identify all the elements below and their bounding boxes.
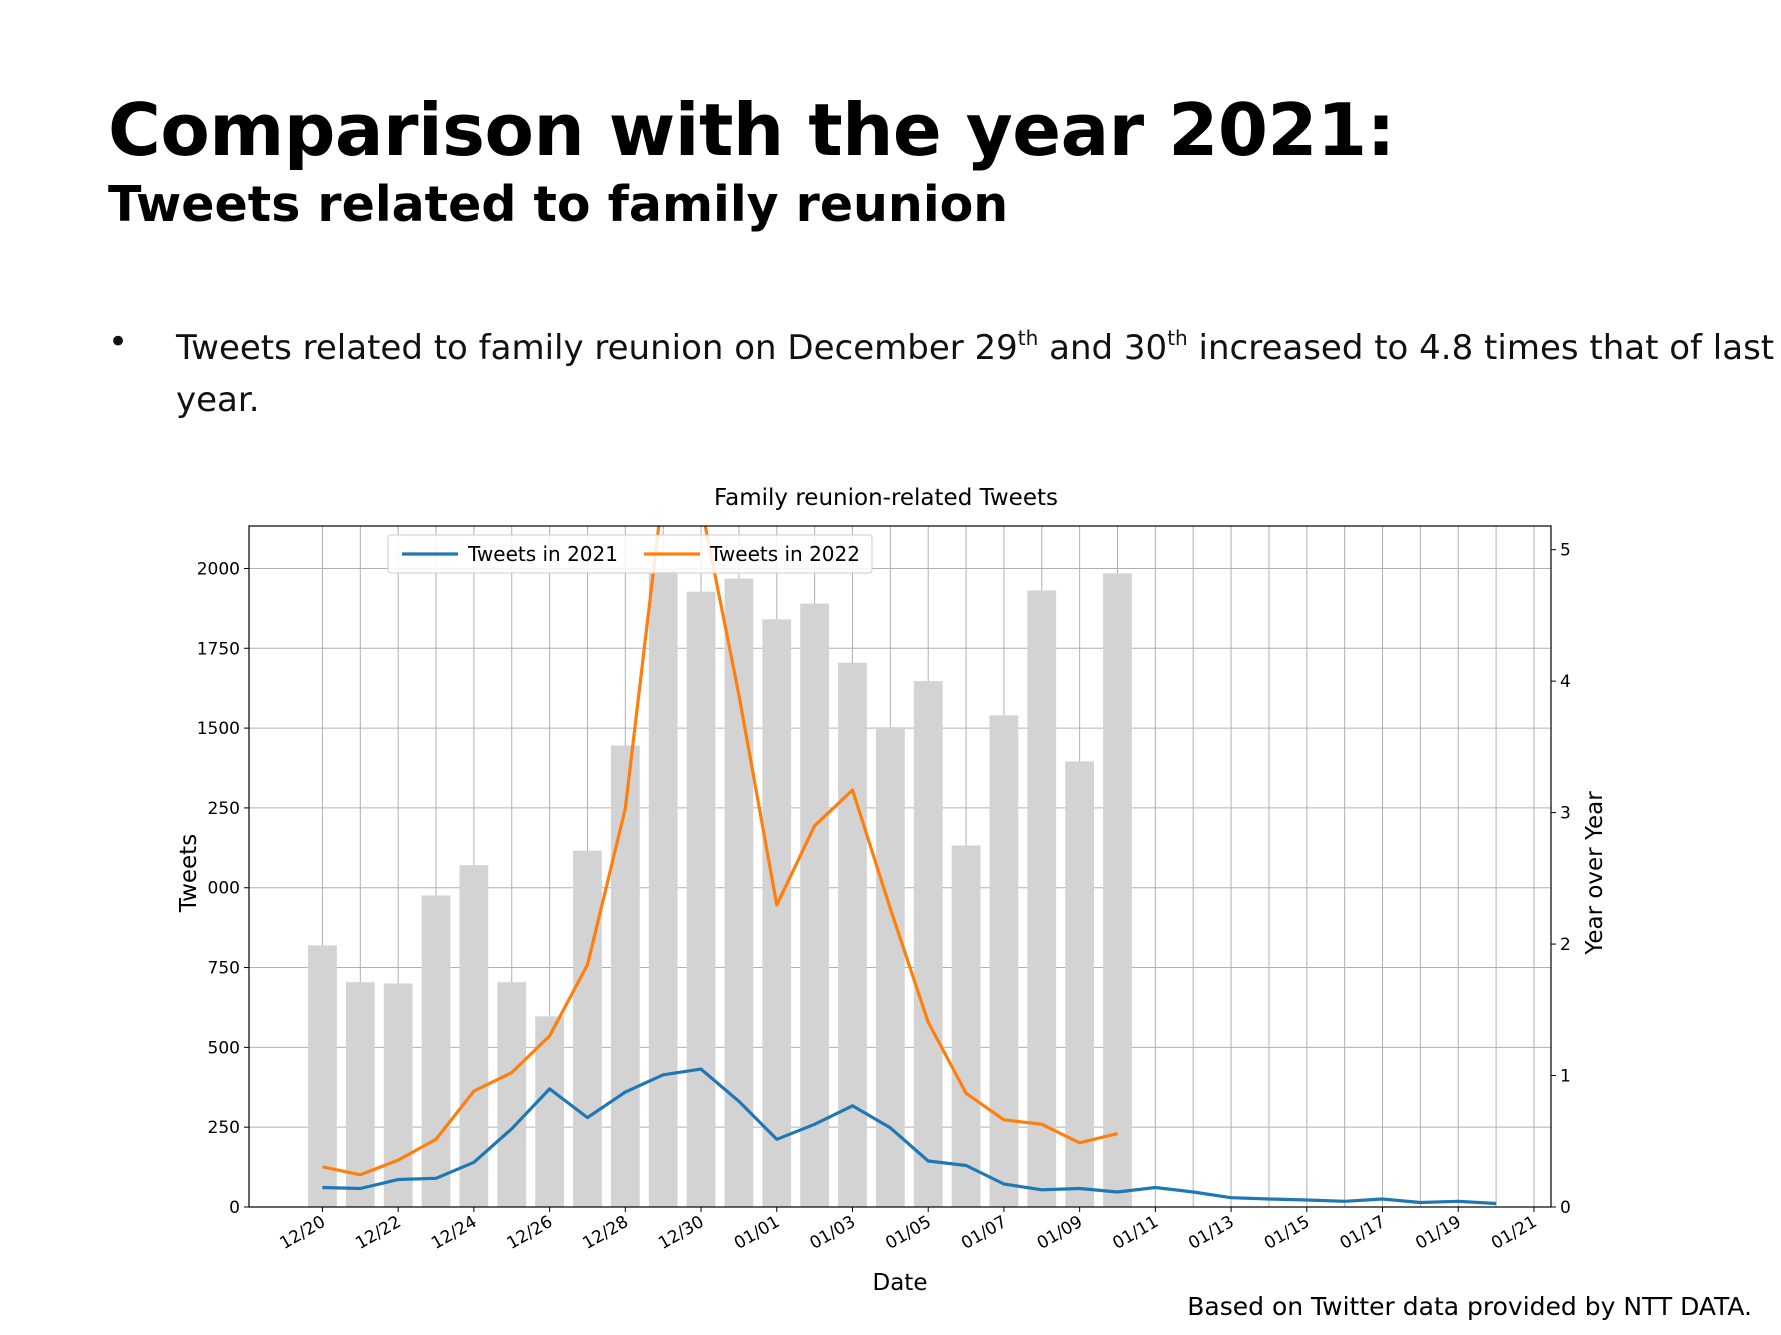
bullet-text: Tweets related to family reunion on Dece… <box>176 322 1781 426</box>
x-axis-label: Date <box>873 1270 928 1296</box>
lines <box>322 526 1497 1206</box>
source-note: Based on Twitter data provided by NTT DA… <box>1187 1292 1752 1321</box>
x-tick-label: 01/03 <box>807 1212 859 1254</box>
text: and 30 <box>1038 328 1168 368</box>
x-tick-label: 12/28 <box>579 1212 631 1254</box>
text: increased to 4.8 times that of last year… <box>176 328 1775 420</box>
bar <box>951 845 981 1207</box>
bar <box>800 603 830 1207</box>
y-tick-label: 000 <box>208 879 240 899</box>
y2-tick-label: 2 <box>1560 935 1571 955</box>
text: Tweets related to family reunion on Dece… <box>176 328 1018 368</box>
bar <box>1027 590 1057 1207</box>
legend-label: Tweets in 2022 <box>709 542 860 566</box>
line <box>322 1067 1497 1206</box>
bullet-marker: • <box>108 322 129 362</box>
bar <box>913 681 943 1207</box>
superscript: th <box>1017 326 1039 350</box>
bar <box>762 619 792 1207</box>
bar <box>1065 761 1095 1207</box>
line <box>322 526 1118 1177</box>
x-tick-label: 01/17 <box>1337 1212 1389 1254</box>
bar <box>838 662 867 1207</box>
x-tick-label: 01/21 <box>1488 1212 1540 1254</box>
y-axis-label: Tweets <box>176 834 202 913</box>
bar <box>459 865 489 1207</box>
bars <box>308 568 1132 1207</box>
x-tick-label: 01/11 <box>1109 1212 1161 1254</box>
legend: Tweets in 2021 Tweets in 2022 <box>387 534 873 574</box>
x-tick-label: 01/13 <box>1185 1212 1237 1254</box>
x-tick-label: 12/26 <box>504 1212 556 1254</box>
bar <box>421 895 451 1207</box>
bar <box>573 850 602 1207</box>
x-tick-label: 12/30 <box>655 1212 707 1254</box>
bar <box>686 591 716 1207</box>
x-tick-label: 12/24 <box>428 1212 480 1254</box>
y2-tick-label: 3 <box>1560 804 1571 824</box>
y2-tick-label: 4 <box>1560 672 1571 692</box>
x-tick-label: 01/19 <box>1412 1212 1464 1254</box>
superscript: th <box>1167 326 1188 350</box>
y2-tick-label: 5 <box>1560 541 1571 561</box>
x-tick-label: 01/07 <box>958 1212 1010 1254</box>
x-tick-label: 01/05 <box>882 1212 934 1254</box>
chart-title: Family reunion-related Tweets <box>714 485 1058 511</box>
bar <box>648 568 678 1207</box>
legend-box <box>387 534 873 574</box>
title: Comparison with the year 2021: <box>108 88 1395 172</box>
x-tick-label: 01/15 <box>1261 1212 1313 1254</box>
y-tick-label: 2000 <box>197 559 240 579</box>
bar <box>610 745 640 1207</box>
x-tick-label: 12/20 <box>277 1212 329 1254</box>
y-tick-label: 250 <box>208 799 240 819</box>
x-tick-label: 01/01 <box>731 1212 783 1254</box>
bar <box>989 715 1019 1207</box>
x-tick-label: 01/09 <box>1034 1212 1086 1254</box>
y-tick-label: 250 <box>208 1118 240 1138</box>
subtitle: Tweets related to family reunion <box>108 176 1009 233</box>
bar <box>535 1016 564 1207</box>
y-tick-label: 0 <box>229 1198 240 1218</box>
y-tick-label: 1500 <box>197 719 240 739</box>
y-tick-label: 750 <box>208 959 240 979</box>
y2-tick-label: 1 <box>1560 1067 1571 1087</box>
bar <box>1103 573 1132 1207</box>
bar <box>383 983 413 1207</box>
y2-tick-label: 0 <box>1560 1198 1571 1218</box>
x-tick-label: 12/22 <box>352 1212 404 1254</box>
legend-label: Tweets in 2021 <box>467 542 618 566</box>
y-tick-label: 1750 <box>197 639 240 659</box>
y-tick-label: 500 <box>208 1038 240 1058</box>
bar <box>497 982 527 1207</box>
bar <box>308 945 337 1207</box>
y2-axis-label: Year over Year <box>1582 791 1608 956</box>
plot-frame <box>248 525 1552 1208</box>
